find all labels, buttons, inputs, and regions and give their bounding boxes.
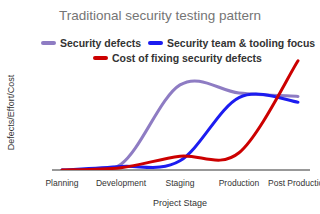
legend-key: [95, 56, 106, 60]
x-tick-label: Planning: [45, 178, 78, 188]
legend-key: [43, 41, 54, 45]
series-line: [62, 94, 298, 170]
x-tick-label: Staging: [166, 178, 195, 188]
legend-key: [150, 41, 161, 45]
series-line: [62, 61, 298, 170]
x-axis-title: Project Stage: [153, 198, 207, 208]
y-axis-title: Defects/Effort/Cost: [6, 74, 16, 150]
x-tick-label: Production: [219, 178, 260, 188]
plot-area: [62, 61, 298, 170]
x-tick-label: Post Production: [268, 178, 320, 188]
chart: Traditional security testing pattern Secu…: [0, 0, 320, 214]
legend-label: Cost of fixing security defects: [112, 52, 262, 64]
legend: Security defects Security team & tooling …: [43, 37, 315, 64]
x-tick-label: Development: [96, 178, 147, 188]
legend-label: Security team & tooling focus: [167, 37, 315, 49]
title: Traditional security testing pattern: [59, 8, 261, 23]
legend-label: Security defects: [60, 37, 141, 49]
